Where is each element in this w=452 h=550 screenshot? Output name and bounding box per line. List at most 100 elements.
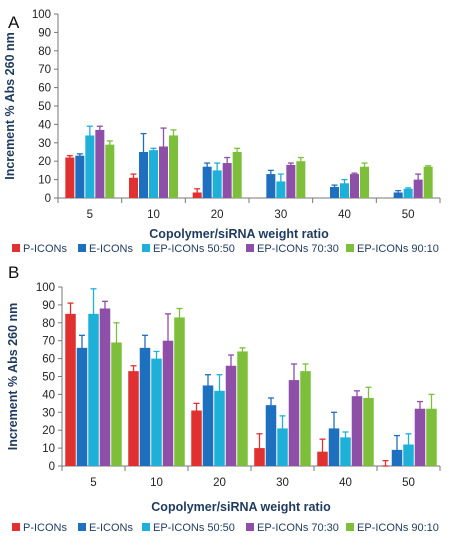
x-tick-label: 20 <box>213 477 226 489</box>
y-tick-label: 60 <box>42 354 55 366</box>
y-tick-label: 80 <box>38 46 51 58</box>
bar <box>266 174 276 198</box>
y-tick-label: 10 <box>42 443 55 455</box>
x-tick-label: 20 <box>211 209 224 221</box>
y-tick-label: 50 <box>42 372 55 384</box>
panel-a: A 0 10 20 30 40 50 60 70 80 90 100 5 10 20 30 40 50 Increm… <box>3 9 441 255</box>
bar <box>191 410 202 466</box>
legend-label: EP-ICONs 90:10 <box>357 522 439 534</box>
bar <box>350 174 359 198</box>
legend-label: EP-ICONs 70:30 <box>257 522 339 534</box>
y-tick-label: 30 <box>38 138 51 150</box>
bar <box>95 129 105 198</box>
y-tick-label: 70 <box>38 64 51 76</box>
bar <box>222 163 232 198</box>
legend-label: P-ICONs <box>23 522 68 534</box>
bar <box>426 408 437 466</box>
x-tick-label: 50 <box>402 477 415 489</box>
bar <box>149 150 158 198</box>
bar <box>340 437 351 466</box>
bar <box>105 144 115 198</box>
x-tick-label: 10 <box>147 209 160 221</box>
x-tick-label: 50 <box>402 209 415 221</box>
bar <box>214 390 225 466</box>
y-tick-label: 50 <box>38 101 51 113</box>
bar <box>296 161 306 198</box>
legend-label: EP-ICONs 70:30 <box>257 243 339 255</box>
bar <box>328 428 340 466</box>
bar <box>237 351 248 466</box>
bar <box>169 135 178 198</box>
bar <box>413 179 423 198</box>
x-tick-label: 10 <box>150 477 163 489</box>
y-tick-label: 0 <box>45 193 51 205</box>
bar <box>159 146 168 198</box>
bar <box>330 186 339 198</box>
y-tick-label: 0 <box>49 461 55 473</box>
x-tick-label: 30 <box>276 477 289 489</box>
bar <box>363 397 374 466</box>
x-axis-label: Copolymer/siRNA weight ratio <box>149 227 329 241</box>
bar <box>232 152 242 198</box>
bar <box>212 170 222 198</box>
y-tick-label: 20 <box>42 425 55 437</box>
legend-swatch <box>78 523 86 531</box>
y-tick-label: 10 <box>38 175 51 187</box>
bar <box>151 358 162 466</box>
legend-swatch <box>246 244 254 252</box>
bar <box>202 385 214 466</box>
bar <box>128 371 139 466</box>
bar <box>265 405 277 466</box>
legend-swatch <box>142 523 150 531</box>
legend-label: EP-ICONs 90:10 <box>357 243 439 255</box>
bar <box>111 342 122 466</box>
bar <box>403 188 413 198</box>
bar <box>360 166 369 198</box>
bar <box>276 181 286 198</box>
y-tick-label: 90 <box>38 27 51 39</box>
legend-label: E-ICONs <box>89 243 134 255</box>
y-axis-label: Increment % Abs 260 nm <box>6 303 20 451</box>
legend-swatch <box>142 244 150 252</box>
y-axis-label: Increment % Abs 260 nm <box>3 32 17 180</box>
bar <box>75 155 85 198</box>
y-tick-label: 20 <box>38 156 51 168</box>
legend-swatch <box>246 523 254 531</box>
legend-label: E-ICONs <box>89 522 134 534</box>
legend-swatch <box>346 244 354 252</box>
legend-label: EP-ICONs 50:50 <box>153 243 235 255</box>
bar <box>162 340 174 466</box>
bar <box>85 135 95 198</box>
y-tick-label: 30 <box>42 407 55 419</box>
legend-swatch <box>78 244 86 252</box>
bar <box>286 164 296 198</box>
panel-b: B 0 10 20 30 40 50 60 70 80 90 100 5 10 20 30 40 50 Increm… <box>6 263 441 534</box>
y-tick-label: 100 <box>36 282 55 294</box>
bar <box>351 396 363 466</box>
bar <box>423 166 433 198</box>
bar <box>202 166 212 198</box>
bar <box>277 428 288 466</box>
bar <box>129 177 138 198</box>
legend-swatch <box>12 523 20 531</box>
bar <box>65 313 76 466</box>
x-tick-label: 40 <box>339 477 352 489</box>
panel-label: B <box>8 263 19 282</box>
bar <box>414 408 426 466</box>
panel-label: A <box>8 13 20 32</box>
y-tick-label: 70 <box>42 336 55 348</box>
y-tick-label: 40 <box>42 389 55 401</box>
x-tick-label: 5 <box>90 477 96 489</box>
bar <box>225 365 237 466</box>
legend-swatch <box>346 523 354 531</box>
bar <box>139 152 148 198</box>
bar <box>174 317 185 466</box>
x-axis-label: Copolymer/siRNA weight ratio <box>151 500 331 514</box>
bar <box>76 347 88 466</box>
legend-swatch <box>12 244 20 252</box>
bar <box>300 371 311 466</box>
x-tick-label: 30 <box>274 209 287 221</box>
y-tick-label: 80 <box>42 318 55 330</box>
bar <box>393 192 403 198</box>
bar <box>99 308 111 466</box>
